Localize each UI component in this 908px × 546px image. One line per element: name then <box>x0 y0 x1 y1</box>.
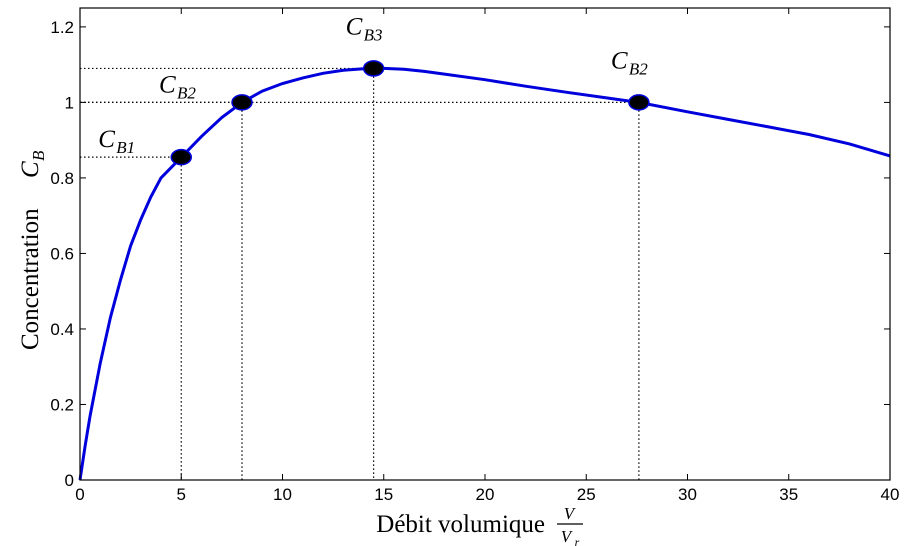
marker-label: C <box>346 13 363 40</box>
data-marker <box>170 148 192 166</box>
x-axis-fraction-denominator-sub: r <box>575 535 580 546</box>
annotations: C B1C B2C B3C B2 <box>98 13 648 157</box>
marker-label-sub: B2 <box>177 83 196 102</box>
x-axis-label: Débit volumique <box>376 511 545 538</box>
x-axis-ticks: 0 5 10 15 20 25 30 35 40 <box>75 8 899 504</box>
x-tick-label: 40 <box>881 485 900 504</box>
data-marker <box>628 94 650 111</box>
x-tick-label: 20 <box>476 485 495 504</box>
x-tick-label: 0 <box>75 485 84 504</box>
y-tick-label: 0.4 <box>50 320 74 339</box>
y-axis-symbol: C <box>17 161 44 178</box>
x-tick-label: 25 <box>577 485 596 504</box>
x-tick-label: 30 <box>678 485 697 504</box>
data-marker <box>231 94 253 111</box>
series-line-concentration <box>78 66 891 481</box>
marker-label: C <box>159 71 176 98</box>
y-axis-ticks: 0 0.2 0.4 0.6 0.8 1 1.2 <box>50 18 890 490</box>
y-axis-title: Concentration C B <box>17 150 48 350</box>
marker-label-sub: B3 <box>364 25 383 44</box>
marker-label-sub: B2 <box>629 59 648 78</box>
data-markers <box>170 60 650 166</box>
x-axis-fraction-numerator: V <box>564 504 577 523</box>
y-tick-label: 0.2 <box>50 395 74 414</box>
y-axis-symbol-sub: B <box>29 150 48 161</box>
data-marker <box>362 60 385 77</box>
marker-label: C <box>98 126 115 153</box>
x-tick-label: 5 <box>177 485 186 504</box>
x-axis-title: Débit volumique V V r <box>376 504 583 546</box>
marker-label-sub: B1 <box>116 138 135 157</box>
y-tick-label: 0.8 <box>50 169 74 188</box>
y-tick-label: 0.6 <box>50 244 74 263</box>
y-tick-label: 0 <box>65 471 74 490</box>
y-tick-label: 1.2 <box>50 18 74 37</box>
x-tick-label: 35 <box>779 485 798 504</box>
x-axis-fraction-denominator: V <box>561 527 574 546</box>
marker-label: C <box>611 47 628 74</box>
y-axis-label: Concentration <box>17 208 44 350</box>
y-tick-label: 1 <box>65 93 74 112</box>
x-tick-label: 15 <box>374 485 393 504</box>
guide-lines <box>80 67 640 480</box>
x-tick-label: 10 <box>273 485 292 504</box>
